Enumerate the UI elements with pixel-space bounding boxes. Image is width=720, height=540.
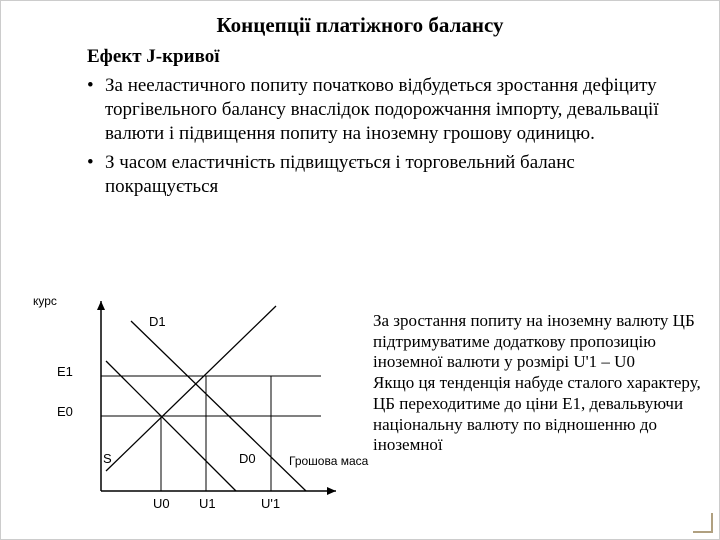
slide-title: Концепції платіжного балансу: [1, 13, 719, 38]
axis-label-y: курс: [33, 294, 57, 308]
label-s: S: [103, 451, 112, 466]
corner-decoration: [693, 513, 713, 533]
label-u0: U0: [153, 496, 170, 511]
bullet-list: За нееластичного попиту початково відбуд…: [87, 74, 689, 199]
bullet-item: З часом еластичність підвищується і торг…: [87, 151, 689, 199]
axis-label-x: Грошова маса: [289, 454, 368, 468]
label-u1: U1: [199, 496, 216, 511]
bullet-item: За нееластичного попиту початково відбуд…: [87, 74, 689, 145]
chart-explanation: За зростання попиту на іноземну валюту Ц…: [373, 311, 713, 456]
label-d0: D0: [239, 451, 256, 466]
label-d1: D1: [149, 314, 166, 329]
label-e0: E0: [57, 404, 73, 419]
label-u1p: U'1: [261, 496, 280, 511]
supply-demand-chart: курс Грошова маса E1 E0 S D1 D0 U0 U1 U'…: [61, 296, 361, 526]
slide-subtitle: Ефект J-кривої: [87, 46, 719, 68]
label-e1: E1: [57, 364, 73, 379]
